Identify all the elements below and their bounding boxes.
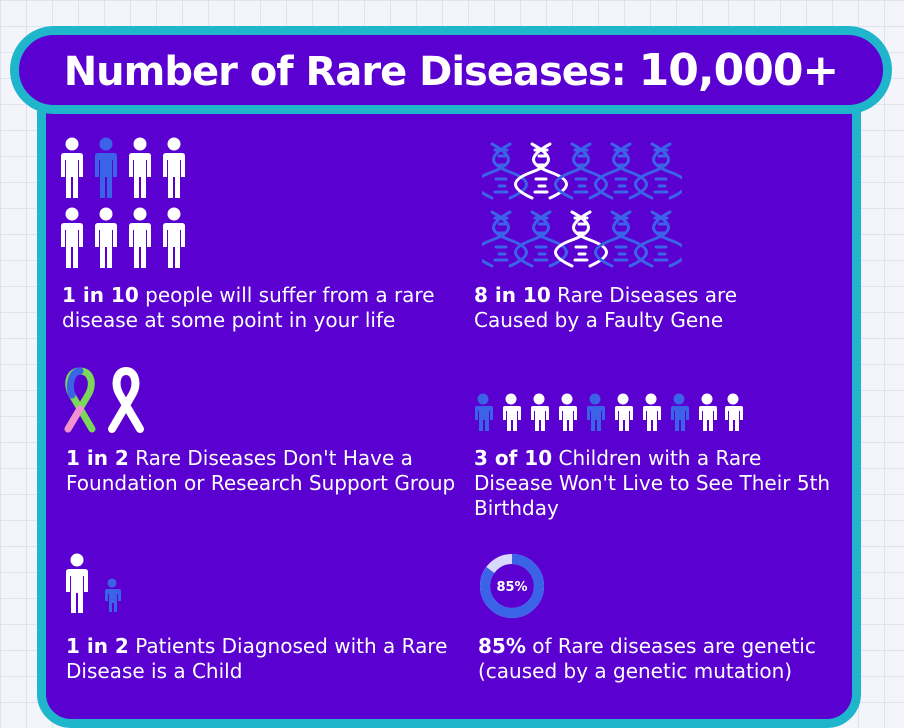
stat-85-percent-genetic: 85% of Rare diseases are genetic (caused… [478,634,858,684]
stat-text: Patients Diagnosed with a Rare Disease i… [66,634,448,683]
stat-highlight: 8 in 10 [474,283,551,307]
people-icon-grid [61,137,185,268]
page-title: Number of Rare Diseases: 10,000+ [63,44,840,96]
stat-3-of-10-children: 3 of 10 Children with a Rare Disease Won… [474,446,834,521]
title-number: 10,000+ [638,44,840,96]
children-icon-row [475,393,743,431]
stat-text: of Rare diseases are genetic (caused by … [478,634,816,683]
stat-highlight: 85% [478,634,526,658]
stat-highlight: 1 in 2 [66,634,129,658]
adult-child-icon [66,553,121,613]
colored-ribbon-icon [64,367,96,433]
stat-1-in-10-people: 1 in 10 people will suffer from a rare d… [62,283,452,333]
white-ribbon-icon [108,366,144,433]
title-banner: Number of Rare Diseases: 10,000+ [10,26,892,114]
title-text: Number of Rare Diseases: [63,48,627,95]
stat-highlight: 1 in 2 [66,446,129,470]
donut-progress-arc [480,554,544,618]
stat-text: Rare Diseases Don't Have a Foundation or… [66,446,456,495]
stat-1-in-2-patients: 1 in 2 Patients Diagnosed with a Rare Di… [66,634,456,684]
dna-icon-grid [482,142,682,268]
stat-text: Rare Diseases are Caused by a Faulty Gen… [474,283,738,332]
donut-label: 85% [496,580,527,595]
stat-text: Children with a Rare Disease Won't Live … [474,446,831,520]
stat-highlight: 3 of 10 [474,446,553,470]
donut-chart-icon: 85% [480,554,544,618]
stat-text: people will suffer from a rare disease a… [62,283,435,332]
stat-1-in-2-foundation: 1 in 2 Rare Diseases Don't Have a Founda… [66,446,456,496]
ribbon-icons [64,366,144,433]
stat-highlight: 1 in 10 [62,283,139,307]
stat-8-in-10-genes: 8 in 10 Rare Diseases are Caused by a Fa… [474,283,794,333]
